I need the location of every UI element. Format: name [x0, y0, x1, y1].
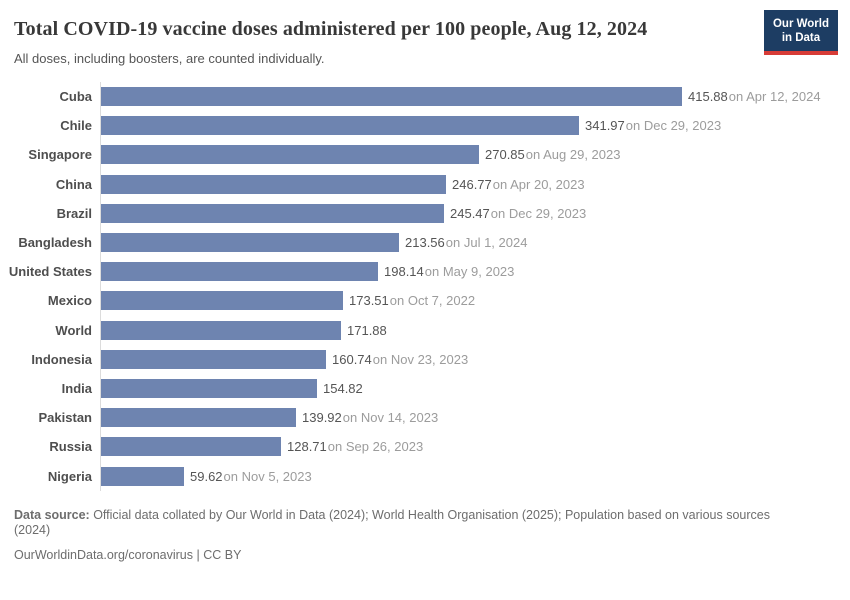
bar-track: 173.51 on Oct 7, 2022	[100, 286, 836, 316]
entity-label: Nigeria	[47, 468, 92, 484]
owid-url-link[interactable]: OurWorldinData.org/coronavirus	[14, 547, 194, 562]
bar-track: 139.92 on Nov 14, 2023	[100, 403, 836, 433]
entity-label: Brazil	[56, 205, 92, 221]
entity-label: Singapore	[28, 147, 92, 163]
bar-row[interactable]: Singapore 270.85 on Aug 29, 2023	[14, 140, 836, 170]
bar-row[interactable]: Bangladesh 213.56 on Jul 1, 2024	[14, 227, 836, 258]
license-label: CC BY	[203, 547, 242, 562]
value-label: 139.92	[302, 410, 342, 426]
data-source-text: Official data collated by Our World in D…	[89, 507, 770, 522]
date-label: on Dec 29, 2023	[490, 205, 587, 221]
date-label: on Nov 23, 2023	[372, 351, 469, 367]
value-label: 160.74	[332, 351, 372, 367]
chart-title: Total COVID-19 vaccine doses administere…	[14, 18, 648, 40]
entity-label: Cuba	[59, 89, 93, 105]
value-label: 128.71	[287, 439, 327, 455]
value-label: 173.51	[349, 293, 389, 309]
bar-row[interactable]: Russia 128.71 on Sep 26, 2023	[14, 432, 836, 462]
bar-row[interactable]: Pakistan 139.92 on Nov 14, 2023	[14, 403, 836, 433]
entity-label: World	[55, 322, 92, 338]
bar[interactable]	[101, 262, 378, 282]
bar[interactable]	[101, 291, 343, 311]
value-label: 245.47	[450, 205, 490, 221]
bar-row[interactable]: United States 198.14 on May 9, 2023	[8, 257, 836, 287]
bar-track: 341.97 on Dec 29, 2023	[100, 111, 836, 141]
entity-label: Indonesia	[31, 351, 92, 367]
attribution-line: OurWorldinData.org/coronavirus | CC BY	[14, 548, 836, 564]
bar-track: 154.82	[100, 373, 836, 404]
bar[interactable]	[101, 408, 296, 428]
bar-row[interactable]: World 171.88	[14, 315, 836, 345]
bar[interactable]	[101, 174, 446, 194]
bar-chart: Cuba 415.88 on Apr 12, 2024 Chile 341.97 on D…	[8, 81, 836, 491]
entity-label: Bangladesh	[18, 235, 92, 251]
bar[interactable]	[101, 145, 479, 165]
bar-track: 245.47 on Dec 29, 2023	[100, 198, 836, 228]
date-label: on Apr 12, 2024	[728, 89, 821, 105]
date-label: on May 9, 2023	[424, 264, 515, 280]
bar[interactable]	[101, 116, 579, 136]
value-label: 213.56	[405, 235, 445, 251]
bar-row[interactable]: Indonesia 160.74 on Nov 23, 2023	[14, 344, 836, 374]
bar-row[interactable]: China 246.77 on Apr 20, 2023	[14, 169, 836, 199]
bar-track: 270.85 on Aug 29, 2023	[100, 140, 836, 170]
value-label: 198.14	[384, 264, 424, 280]
entity-label: India	[61, 380, 92, 396]
bar-track: 171.88	[100, 315, 836, 345]
bar-track: 59.62 on Nov 5, 2023	[100, 461, 836, 491]
value-label: 246.77	[452, 176, 492, 192]
entity-label: Pakistan	[38, 410, 92, 426]
bar-track: 415.88 on Apr 12, 2024	[100, 81, 836, 112]
data-source-note: Data source: Official data collated by O…	[14, 508, 836, 539]
date-label: on Apr 20, 2023	[492, 176, 585, 192]
date-label: on Sep 26, 2023	[327, 439, 424, 455]
value-label: 154.82	[323, 380, 363, 396]
bar[interactable]	[101, 349, 326, 369]
bar-row[interactable]: Chile 341.97 on Dec 29, 2023	[14, 111, 836, 141]
value-label: 415.88	[688, 89, 728, 105]
data-source-label: Data source:	[14, 507, 90, 522]
date-label: on Dec 29, 2023	[625, 118, 722, 134]
date-label: on Nov 14, 2023	[342, 410, 439, 426]
date-label: on Aug 29, 2023	[525, 147, 621, 163]
value-label: 59.62	[190, 468, 223, 484]
bar[interactable]	[101, 378, 317, 398]
bar-row[interactable]: Mexico 173.51 on Oct 7, 2022	[14, 286, 836, 316]
bar-track: 160.74 on Nov 23, 2023	[100, 344, 836, 374]
owid-logo-line2: in Data	[781, 32, 821, 45]
bar-track: 128.71 on Sep 26, 2023	[100, 432, 836, 462]
owid-logo-line1: Our World	[772, 18, 829, 30]
date-label: on Jul 1, 2024	[445, 235, 528, 251]
bar[interactable]	[101, 203, 444, 223]
value-label: 341.97	[585, 118, 625, 134]
entity-label: Mexico	[47, 293, 92, 309]
bar-track: 246.77 on Apr 20, 2023	[100, 169, 836, 199]
bar[interactable]	[101, 233, 399, 253]
data-source-wrap: (2024)	[14, 523, 51, 538]
owid-logo[interactable]: Our World in Data	[763, 10, 838, 55]
bar-row[interactable]: Brazil 245.47 on Dec 29, 2023	[14, 198, 836, 228]
chart-subtitle: All doses, including boosters, are count…	[14, 51, 325, 67]
attribution-separator: |	[193, 547, 204, 562]
bar[interactable]	[101, 320, 341, 340]
date-label: on Oct 7, 2022	[389, 293, 476, 309]
bar[interactable]	[101, 466, 184, 486]
bar[interactable]	[101, 437, 281, 457]
bar-track: 213.56 on Jul 1, 2024	[100, 227, 836, 258]
entity-label: China	[55, 176, 92, 192]
bar-row[interactable]: Cuba 415.88 on Apr 12, 2024	[14, 81, 836, 112]
bar[interactable]	[101, 87, 682, 107]
entity-label: Russia	[49, 439, 92, 455]
value-label: 270.85	[485, 147, 525, 163]
chart-footer: Data source: Official data collated by O…	[14, 508, 836, 564]
date-label: on Nov 5, 2023	[223, 468, 312, 484]
entity-label: Chile	[60, 118, 92, 134]
value-label: 171.88	[347, 322, 387, 338]
entity-label: United States	[8, 264, 92, 280]
bar-track: 198.14 on May 9, 2023	[100, 257, 836, 287]
bar-row[interactable]: Nigeria 59.62 on Nov 5, 2023	[14, 461, 836, 491]
bar-row[interactable]: India 154.82	[14, 373, 836, 404]
